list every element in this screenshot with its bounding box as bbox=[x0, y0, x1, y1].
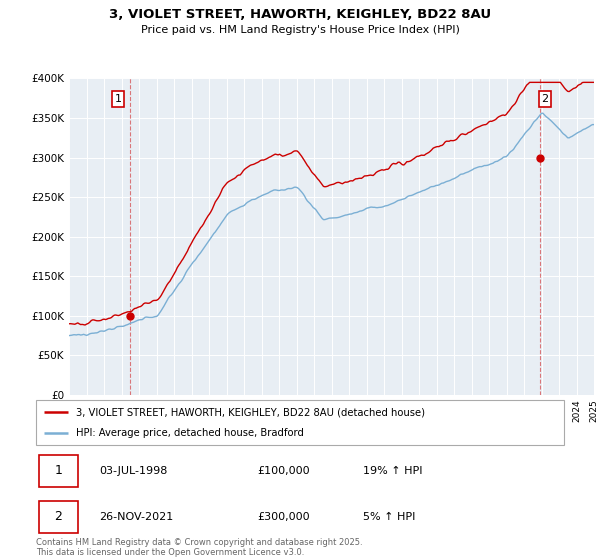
Text: 3, VIOLET STREET, HAWORTH, KEIGHLEY, BD22 8AU: 3, VIOLET STREET, HAWORTH, KEIGHLEY, BD2… bbox=[109, 8, 491, 21]
FancyBboxPatch shape bbox=[36, 400, 564, 445]
Text: 03-JUL-1998: 03-JUL-1998 bbox=[100, 466, 168, 476]
FancyBboxPatch shape bbox=[38, 501, 78, 533]
Text: 19% ↑ HPI: 19% ↑ HPI bbox=[364, 466, 423, 476]
Text: 1: 1 bbox=[54, 464, 62, 478]
Text: 26-NOV-2021: 26-NOV-2021 bbox=[100, 512, 173, 522]
FancyBboxPatch shape bbox=[38, 455, 78, 487]
Text: 2: 2 bbox=[54, 510, 62, 524]
Text: HPI: Average price, detached house, Bradford: HPI: Average price, detached house, Brad… bbox=[76, 428, 304, 438]
Text: £300,000: £300,000 bbox=[258, 512, 310, 522]
Text: 2: 2 bbox=[542, 94, 548, 104]
Text: 3, VIOLET STREET, HAWORTH, KEIGHLEY, BD22 8AU (detached house): 3, VIOLET STREET, HAWORTH, KEIGHLEY, BD2… bbox=[76, 408, 425, 418]
Text: Contains HM Land Registry data © Crown copyright and database right 2025.
This d: Contains HM Land Registry data © Crown c… bbox=[36, 538, 362, 557]
Text: 1: 1 bbox=[115, 94, 121, 104]
Text: 5% ↑ HPI: 5% ↑ HPI bbox=[364, 512, 416, 522]
Text: Price paid vs. HM Land Registry's House Price Index (HPI): Price paid vs. HM Land Registry's House … bbox=[140, 25, 460, 35]
Text: £100,000: £100,000 bbox=[258, 466, 310, 476]
